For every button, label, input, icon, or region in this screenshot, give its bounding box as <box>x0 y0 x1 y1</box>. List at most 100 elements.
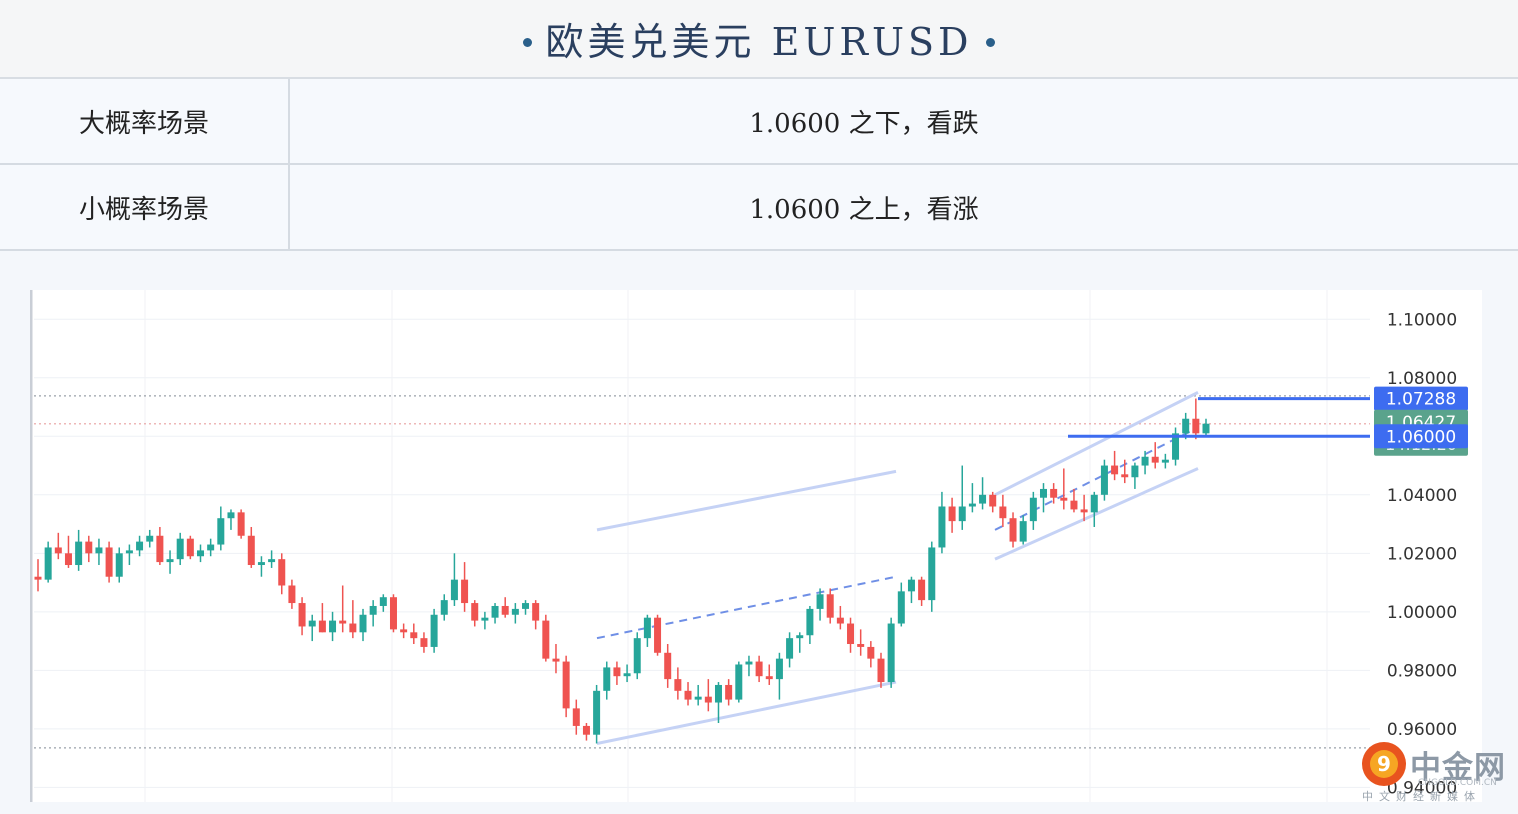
candle-body <box>572 708 580 726</box>
candle-body <box>1192 418 1200 434</box>
candle-body <box>958 506 966 522</box>
candle-body <box>136 541 144 551</box>
page-header: 欧美兑美元 EURUSD <box>0 0 1518 79</box>
candle-body <box>1050 488 1058 498</box>
price-level-tag <box>1374 424 1468 449</box>
candle-body <box>654 617 662 653</box>
candle-body <box>247 535 255 566</box>
candle-body <box>369 605 377 615</box>
scenario-label: 大概率场景 <box>0 79 290 163</box>
candle-body <box>1039 488 1047 498</box>
price-chart[interactable]: 1.10000 1.08000 1.06000 1.04000 1.02000 1.000… <box>29 290 1482 802</box>
candle-body <box>1019 521 1027 542</box>
candle-body <box>613 667 621 677</box>
candle-body <box>410 632 418 639</box>
candle-body <box>775 658 783 680</box>
candle-body <box>1070 500 1078 510</box>
price-tag-value: 1.06000 <box>1386 427 1456 447</box>
watermark-logo: 9 中金网 CNGOLD.COM.CN 中文财经新媒体 <box>1360 740 1510 806</box>
candle-body <box>867 646 875 659</box>
candle-body <box>887 623 895 683</box>
candle-body <box>481 617 489 621</box>
candle-body <box>552 658 560 662</box>
candle-body <box>522 603 530 609</box>
candle-body <box>603 667 611 691</box>
candle-body <box>735 664 743 700</box>
watermark-sub: 中文财经新媒体 <box>1362 790 1481 803</box>
watermark-name: 中金网 <box>1410 750 1506 786</box>
scenario-table: 大概率场景 1.0600 之下，看跌 小概率场景 1.0600 之上，看涨 <box>0 79 1518 251</box>
candle-body <box>948 506 956 522</box>
candle-body <box>1111 465 1119 475</box>
candle-body <box>257 562 265 566</box>
bullet-dot-icon <box>986 38 996 47</box>
candle-body <box>1131 465 1139 478</box>
candle-body <box>643 617 651 639</box>
candle-body <box>725 684 733 700</box>
candle-body <box>999 506 1007 519</box>
bullet-dot-icon <box>522 38 532 47</box>
logo-icon: 9 <box>1362 742 1406 786</box>
candle-body <box>44 547 52 580</box>
candle-body <box>664 652 672 680</box>
candle-body <box>979 494 987 504</box>
candle-body <box>1009 518 1017 542</box>
candle-body <box>704 696 712 703</box>
candle-body <box>227 512 235 519</box>
y-tick-label: 1.00000 <box>1387 603 1457 623</box>
candle-body <box>806 608 814 636</box>
scenario-value: 1.0600 之下，看跌 <box>749 108 979 139</box>
candle-body <box>400 629 408 633</box>
candle-body <box>836 617 844 624</box>
candle-body <box>816 594 824 609</box>
candle-body <box>593 690 601 735</box>
candle-body <box>34 576 42 580</box>
candle-body <box>745 661 753 665</box>
candle-body <box>582 725 590 735</box>
title-text: 欧美兑美元 EURUSD <box>545 20 973 64</box>
candle-body <box>989 494 997 507</box>
trend-channel-line <box>994 467 1199 561</box>
candle-body <box>1121 474 1129 478</box>
y-tick-label: 0.98000 <box>1387 661 1457 681</box>
candle-body <box>714 684 722 703</box>
candle-body <box>532 603 540 621</box>
candle-body <box>562 661 570 709</box>
candle-body <box>755 661 763 677</box>
trend-channel-line <box>994 426 1199 531</box>
scenario-row-low: 小概率场景 1.0600 之上，看涨 <box>0 165 1518 251</box>
candle-body <box>379 597 387 606</box>
candle-body <box>1060 497 1068 501</box>
y-tick-label: 0.96000 <box>1387 720 1457 740</box>
candle-body <box>877 658 885 683</box>
candle-body <box>847 623 855 645</box>
candle-body <box>511 608 519 615</box>
candle-body <box>217 518 225 545</box>
candle-body <box>1141 456 1149 466</box>
candle-body <box>928 547 936 601</box>
candle-body <box>166 559 174 563</box>
candle-body <box>1100 465 1108 495</box>
candle-body <box>623 673 631 677</box>
candle-body <box>349 623 357 633</box>
candle-body <box>826 594 834 618</box>
candle-body <box>461 579 469 604</box>
candle-body <box>796 635 804 639</box>
candle-body <box>207 544 215 551</box>
candle-body <box>278 559 286 586</box>
candle-body <box>633 638 641 674</box>
candle-body <box>491 605 499 618</box>
candle-body <box>197 550 205 557</box>
svg-text:9: 9 <box>1377 752 1391 776</box>
candle-body <box>54 547 62 554</box>
candle-body <box>907 579 915 592</box>
candle-body <box>95 547 103 554</box>
candle-body <box>85 541 93 554</box>
candle-body <box>471 603 479 621</box>
candle-body <box>318 620 326 633</box>
candle-body <box>186 538 194 557</box>
candle-body <box>1151 456 1159 463</box>
candle-body <box>1080 509 1088 513</box>
candle-body <box>1202 423 1210 434</box>
candle-body <box>389 597 397 630</box>
